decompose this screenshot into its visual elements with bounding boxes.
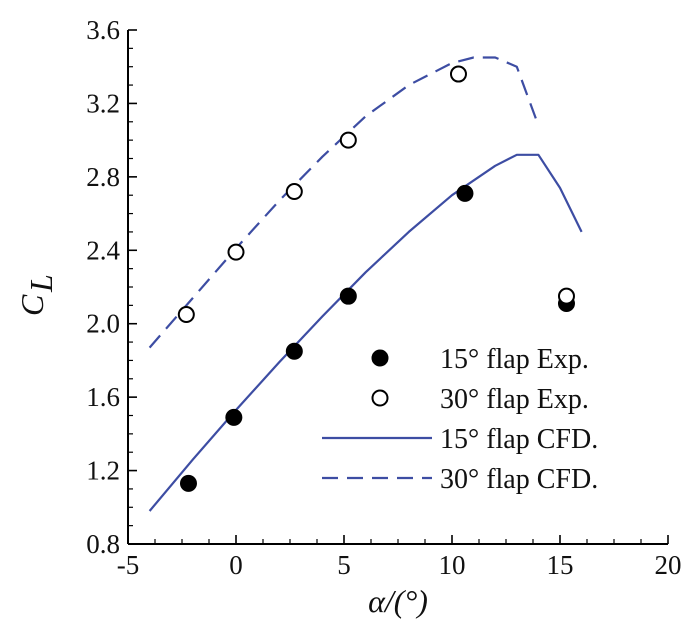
y-axis-title: C L xyxy=(14,274,59,316)
y-tick-label: 2.4 xyxy=(86,235,120,265)
data-point-30-flap-exp xyxy=(285,183,303,201)
legend-marker xyxy=(371,389,389,407)
data-point-30-flap-exp xyxy=(449,65,467,83)
x-axis-title: α/(°) xyxy=(368,583,428,619)
legend-label: 30° flap CFD. xyxy=(440,464,598,495)
x-tick-label: 20 xyxy=(655,550,682,580)
legend-label: 15° flap CFD. xyxy=(440,424,598,455)
y-tick-label: 2.8 xyxy=(86,162,120,192)
x-tick-label: -5 xyxy=(117,550,140,580)
data-series xyxy=(148,56,583,512)
data-point-30-flap-exp xyxy=(339,131,357,149)
data-point-15-flap-exp xyxy=(179,474,197,492)
data-point-30-flap-exp xyxy=(177,306,195,324)
tick-labels: -5 0 5 10 15 20 0.8 1.2 1.6 2.0 2.4 2.8 3.2 3.6 xyxy=(86,15,681,580)
x-tick-label: 15 xyxy=(547,550,574,580)
y-tick-label: 0.8 xyxy=(86,529,120,559)
x-tick-label: 0 xyxy=(229,550,243,580)
y-axis-title-main: C xyxy=(14,294,50,316)
data-point-15-flap-exp xyxy=(225,408,243,426)
y-axis-title-subscript: L xyxy=(23,274,59,293)
legend-label: 15° flap Exp. xyxy=(440,344,589,375)
data-point-15-flap-exp xyxy=(285,342,303,360)
legend: 15° flap Exp. 30° flap Exp. 15° flap CFD. 3… xyxy=(322,344,598,495)
data-point-15-flap-exp xyxy=(456,184,474,202)
data-point-30-flap-exp xyxy=(557,287,575,305)
axes xyxy=(127,29,669,545)
series-line-15-flap-cfd xyxy=(148,153,583,512)
y-tick-label: 3.6 xyxy=(86,15,120,45)
y-tick-label: 1.2 xyxy=(86,456,120,486)
y-tick-label: 3.2 xyxy=(86,88,120,118)
data-point-15-flap-exp xyxy=(339,287,357,305)
x-tick-label: 10 xyxy=(439,550,466,580)
y-tick-label: 2.0 xyxy=(86,309,120,339)
series-line-30-flap-cfd xyxy=(148,56,540,349)
legend-marker xyxy=(371,349,389,367)
y-tick-label: 1.6 xyxy=(86,382,120,412)
x-tick-label: 5 xyxy=(337,550,351,580)
legend-label: 30° flap Exp. xyxy=(440,384,589,415)
data-point-30-flap-exp xyxy=(227,243,245,261)
